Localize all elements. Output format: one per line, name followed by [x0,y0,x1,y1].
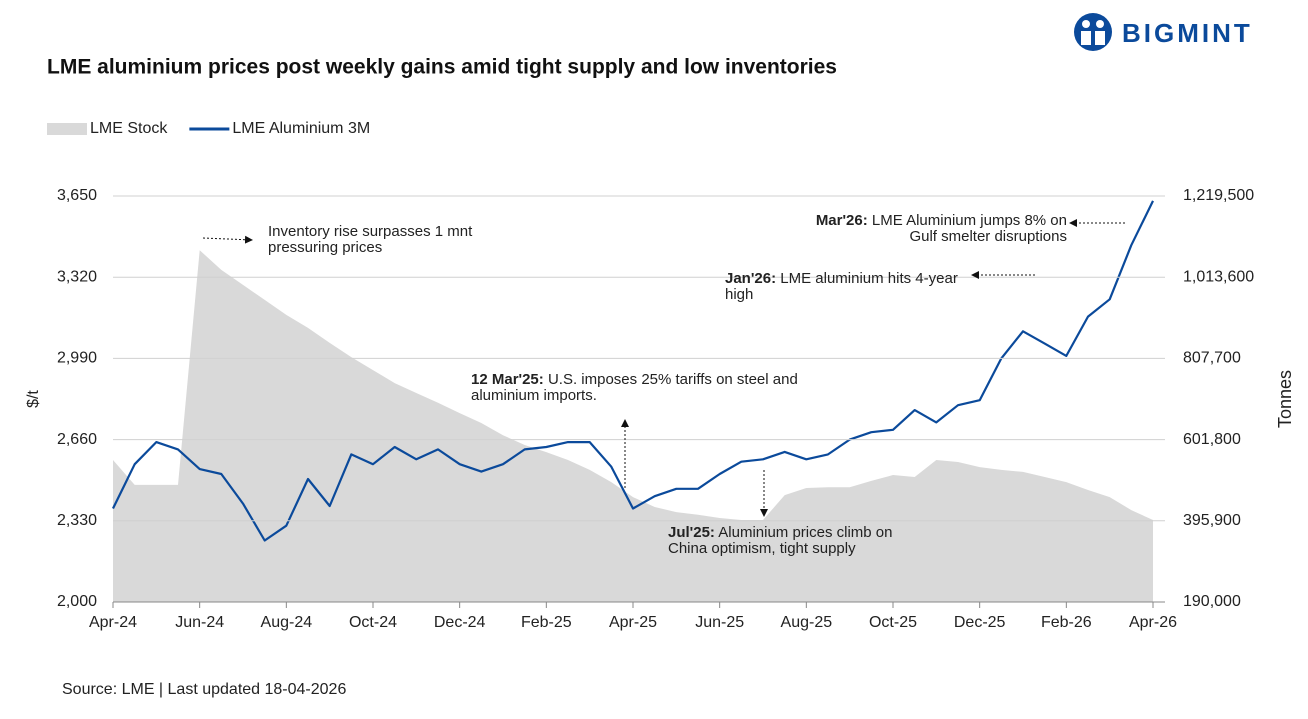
x-tick-label: Apr-26 [1129,614,1177,631]
x-tick-label: Dec-24 [434,614,486,631]
x-tick-label: Jun-24 [175,614,224,631]
y2-tick-label: 601,800 [1183,431,1241,448]
y-tick-label: 3,320 [57,268,97,285]
x-tick-label: Apr-25 [609,614,657,631]
x-tick-label: Dec-25 [954,614,1006,631]
x-tick-label: Jun-25 [695,614,744,631]
x-tick-label: Feb-25 [521,614,572,631]
y-tick-label: 2,330 [57,512,97,529]
y-tick-label: 2,660 [57,431,97,448]
annotation-date: Jul'25: [668,524,715,541]
logo-icon [1074,13,1112,51]
chart-title: LME aluminium prices post weekly gains a… [47,56,837,79]
annotation-text: LME aluminium hits 4-year high [725,270,958,303]
annotation: Inventory rise surpasses 1 mnt pressurin… [268,224,508,256]
annotation: Mar'26: LME Aluminium jumps 8% on Gulf s… [795,213,1067,245]
y-tick-label: 3,650 [57,187,97,204]
y2-tick-label: 1,219,500 [1183,187,1254,204]
y-axis-label: $/t [25,390,42,408]
legend-swatch [47,123,87,135]
legend-label: LME Aluminium 3M [232,120,370,137]
source: Source: LME | Last updated 18-04-2026 [62,681,346,698]
plot: 2,000 2,330 2,660 2,990 3,320 3,650 190,000 395… [57,187,1254,631]
y-tick-label: 2,990 [57,350,97,367]
y2-tick-label: 190,000 [1183,593,1241,610]
annotation-date: Jan'26: [725,270,777,287]
arrows [202,219,1125,517]
annotation-date: 12 Mar'25: [471,371,544,388]
annotation-date: Mar'26: [815,212,868,229]
annotation-text: U.S. imposes 25% tariffs on steel and al… [471,371,798,404]
x-tick-label: Oct-25 [869,614,917,631]
x-tick-label: Aug-24 [261,614,313,631]
y2-tick-label: 395,900 [1183,512,1241,529]
x-tick-label: Feb-26 [1041,614,1092,631]
x-tick-label: Aug-25 [781,614,833,631]
annotation: Jul'25: Aluminium prices climb on China … [668,525,918,557]
x-tick-label: Apr-24 [89,614,137,631]
x-tick-label: Oct-24 [349,614,397,631]
y2-tick-label: 807,700 [1183,350,1241,367]
y2-tick-label: 1,013,600 [1183,268,1254,285]
y-tick-label: 2,000 [57,593,97,610]
logo: BIGMINT [1122,18,1253,48]
annotation-text: Inventory rise surpasses 1 mnt pressurin… [268,223,473,256]
annotation-text: LME Aluminium jumps 8% on Gulf smelter d… [871,212,1067,245]
annotation: Jan'26: LME aluminium hits 4-year high [725,271,960,303]
arrow [202,235,253,244]
legend-label: LME Stock [90,120,168,137]
stock-area [113,250,1153,602]
price-line [112,200,1154,542]
annotation-text: Aluminium prices climb on China optimism… [668,524,893,557]
y2-axis-label: Tonnes [1275,370,1295,428]
annotation: 12 Mar'25: U.S. imposes 25% tariffs on s… [471,372,816,404]
